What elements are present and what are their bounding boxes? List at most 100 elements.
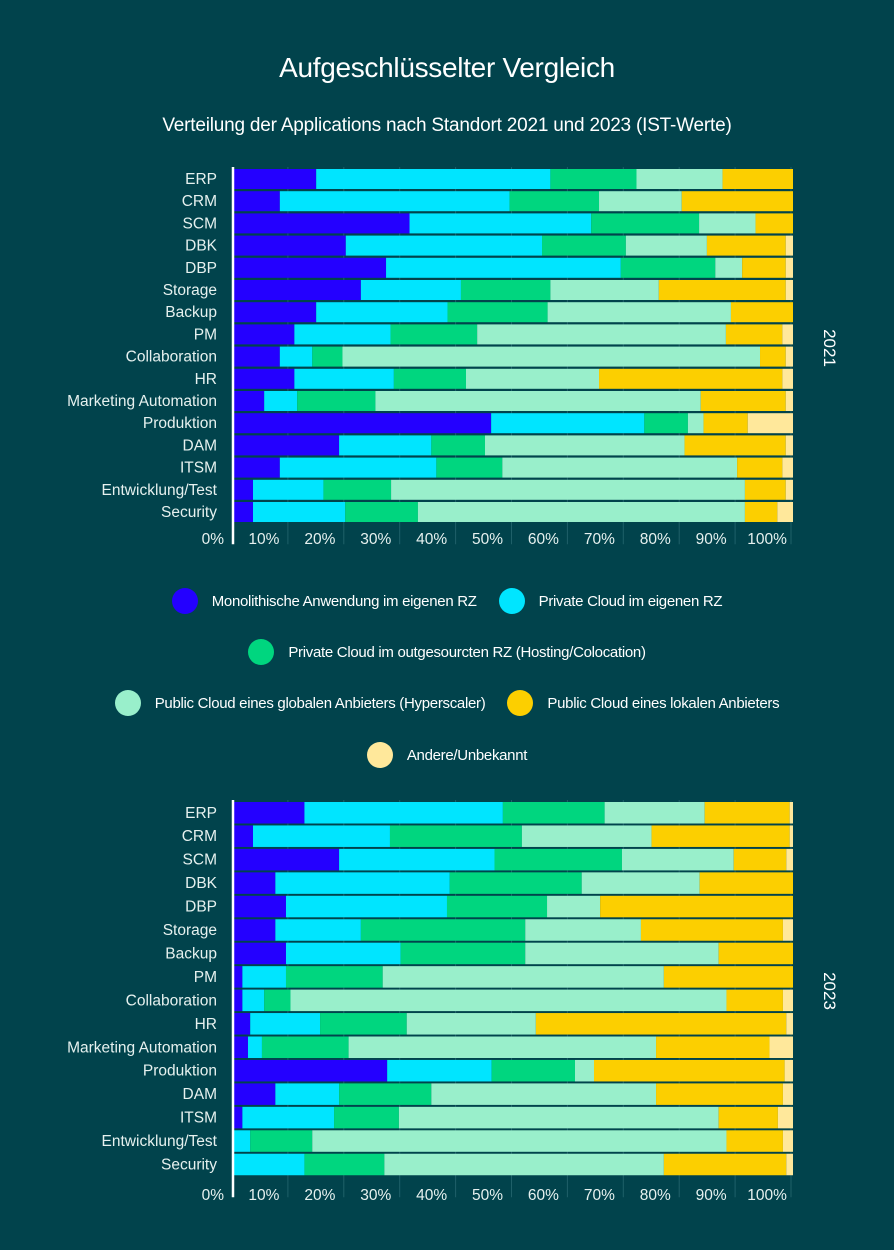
- category-label-security: Security: [161, 1157, 217, 1174]
- legend-row: Andere/Unbekannt: [0, 742, 894, 768]
- tick-label: 90%: [696, 531, 727, 548]
- category-label-itsm: ITSM: [180, 460, 217, 477]
- bar-segment-dbp-1: DBP – Private Cloud im eigenen RZ: 42%: [386, 257, 621, 278]
- bar-segment-entwicklung-test-5: Entwicklung/Test – Andere/Unbekannt: 1.8…: [782, 1130, 793, 1152]
- category-label-security: Security: [161, 504, 217, 521]
- bar-segment-dbp-2: DBP – Private Cloud im outgesourcten RZ …: [446, 895, 548, 918]
- bar-segment-backup-1: Backup – Private Cloud im eigenen RZ: 23…: [316, 302, 448, 323]
- bar-segment-dbk-5: DBK – Andere/Unbekannt: 1.3%: [785, 235, 793, 256]
- bar-segment-crm-0: CRM – Monolithische Anwendung im eigenen…: [234, 191, 280, 212]
- bar-segment-marketing-automation-5: Marketing Automation – Andere/Unbekannt:…: [785, 391, 793, 411]
- bar-segment-collaboration-4: Collaboration – Public Cloud eines lokal…: [726, 989, 783, 1012]
- bar-segment-pm-0: PM – Monolithische Anwendung im eigenen …: [234, 966, 243, 988]
- bar-segment-entwicklung-test-2: Entwicklung/Test – Private Cloud im outg…: [250, 1130, 313, 1152]
- bar-segment-dbk-0: DBK – Monolithische Anwendung im eigenen…: [234, 235, 346, 256]
- bar-segment-storage-4: Storage – Public Cloud eines lokalen Anb…: [658, 280, 786, 300]
- bar-segment-dam-4: DAM – Public Cloud eines lokalen Anbiete…: [656, 1083, 783, 1105]
- bar-segment-pm-2: PM – Private Cloud im outgesourcten RZ (…: [285, 966, 383, 988]
- bar-segment-erp-0: ERP – Monolithische Anwendung im eigenen…: [234, 169, 317, 189]
- bar-segment-erp-0: ERP – Monolithische Anwendung im eigenen…: [234, 802, 305, 824]
- tick-label: 100%: [747, 1187, 787, 1204]
- bar-segment-storage-1: Storage – Private Cloud im eigenen RZ: 1…: [275, 919, 361, 941]
- bar-segment-dam-1: DAM – Private Cloud im eigenen RZ: 16.5%: [339, 435, 432, 456]
- bar-segment-dam-3: DAM – Public Cloud eines globalen Anbiet…: [431, 1083, 657, 1105]
- bar-segment-produktion-3: Produktion – Public Cloud eines globalen…: [574, 1059, 594, 1082]
- bar-segment-hr-3: HR – Public Cloud eines globalen Anbiete…: [406, 1013, 536, 1035]
- bar-segment-produktion-5: Produktion – Andere/Unbekannt: 1.5%: [784, 1059, 793, 1082]
- bar-segment-erp-4: ERP – Public Cloud eines lokalen Anbiete…: [704, 802, 790, 824]
- bar-segment-dam-2: DAM – Private Cloud im outgesourcten RZ …: [431, 435, 485, 456]
- tick-label: 0%: [202, 531, 225, 548]
- bar-segment-dbk-2: DBK – Private Cloud im outgesourcten RZ …: [449, 872, 582, 894]
- bar-segment-hr-2: HR – Private Cloud im outgesourcten RZ (…: [320, 1013, 407, 1035]
- legend-item-public-cloud-eines-globalen-anbieters-hyperscaler: Public Cloud eines globalen Anbieters (H…: [114, 690, 486, 716]
- bar-segment-crm-5: CRM – Andere/Unbekannt: 0.6%: [789, 825, 793, 847]
- bar-segment-storage-4: Storage – Public Cloud eines lokalen Anb…: [640, 919, 783, 941]
- bar-segment-collaboration-4: Collaboration – Public Cloud eines lokal…: [760, 346, 786, 367]
- tick-label: 100%: [747, 531, 787, 548]
- bar-segment-itsm-3: ITSM – Public Cloud eines globalen Anbie…: [398, 1106, 719, 1129]
- tick-label: 40%: [416, 531, 447, 548]
- bar-segment-dam-1: DAM – Private Cloud im eigenen RZ: 11.4%: [275, 1083, 340, 1105]
- bar-segment-hr-0: HR – Monolithische Anwendung im eigenen …: [234, 1013, 251, 1035]
- bar-segment-marketing-automation-5: Marketing Automation – Andere/Unbekannt:…: [769, 1036, 793, 1058]
- bar-segment-collaboration-2: Collaboration – Private Cloud im outgeso…: [264, 989, 291, 1012]
- tick-label: 20%: [304, 1187, 335, 1204]
- bar-segment-storage-0: Storage – Monolithische Anwendung im eig…: [234, 919, 276, 941]
- legend-row: Monolithische Anwendung im eigenen RZ Pri…: [0, 588, 894, 614]
- bar-segment-itsm-5: ITSM – Andere/Unbekannt: 2.7%: [777, 1106, 793, 1129]
- bar-segment-erp-2: ERP – Private Cloud im outgesourcten RZ …: [550, 169, 637, 189]
- bar-segment-marketing-automation-1: Marketing Automation – Private Cloud im …: [247, 1036, 262, 1058]
- bar-segment-crm-3: CRM – Public Cloud eines globalen Anbiet…: [521, 825, 652, 847]
- category-label-entwicklung-test: Entwicklung/Test: [102, 1133, 218, 1150]
- legend-label: Andere/Unbekannt: [406, 746, 528, 764]
- bar-segment-security-2: Security – Private Cloud im outgesourcte…: [304, 1153, 385, 1176]
- bar-segment-hr-1: HR – Private Cloud im eigenen RZ: 17.8%: [294, 368, 394, 389]
- bar-segment-marketing-automation-1: Marketing Automation – Private Cloud im …: [264, 391, 298, 411]
- legend-label: Public Cloud eines globalen Anbieters (H…: [154, 694, 486, 712]
- category-label-produktion: Produktion: [143, 1063, 217, 1080]
- bar-segment-erp-3: ERP – Public Cloud eines globalen Anbiet…: [636, 169, 723, 189]
- tick-label: 50%: [472, 531, 503, 548]
- bar-segment-security-3: Security – Public Cloud eines globalen A…: [417, 502, 745, 522]
- bar-segment-dam-4: DAM – Public Cloud eines lokalen Anbiete…: [684, 435, 786, 456]
- bar-segment-dbk-4: DBK – Public Cloud eines lokalen Anbiete…: [706, 235, 786, 256]
- category-label-erp: ERP: [185, 805, 217, 822]
- legend-item-private-cloud-im-outgesourcten-rz-hosting-colocation: Private Cloud im outgesourcten RZ (Hosti…: [248, 639, 646, 665]
- bar-segment-itsm-0: ITSM – Monolithische Anwendung im eigene…: [234, 457, 280, 478]
- bar-segment-backup-0: Backup – Monolithische Anwendung im eige…: [234, 942, 286, 965]
- tick-label: 10%: [248, 531, 279, 548]
- tick-label: 80%: [640, 531, 671, 548]
- legend-row: Public Cloud eines globalen Anbieters (H…: [0, 690, 894, 716]
- bar-segment-pm-0: PM – Monolithische Anwendung im eigenen …: [234, 324, 295, 345]
- bar-segment-erp-5: ERP – Andere/Unbekannt: 0.6%: [789, 802, 793, 824]
- bar-segment-crm-4: CRM – Public Cloud eines lokalen Anbiete…: [681, 191, 793, 212]
- bar-segment-dam-0: DAM – Monolithische Anwendung im eigenen…: [234, 435, 340, 456]
- category-label-pm: PM: [194, 326, 217, 343]
- tick-label: 10%: [248, 1187, 279, 1204]
- bar-segment-security-5: Security – Andere/Unbekannt: 2.8%: [777, 502, 793, 522]
- bar-segment-hr-0: HR – Monolithische Anwendung im eigenen …: [234, 368, 295, 389]
- category-label-dbp: DBP: [185, 899, 217, 916]
- bar-segment-crm-4: CRM – Public Cloud eines lokalen Anbiete…: [651, 825, 790, 847]
- bar-segment-itsm-4: ITSM – Public Cloud eines lokalen Anbiet…: [737, 457, 783, 478]
- bar-segment-pm-3: PM – Public Cloud eines globalen Anbiete…: [477, 324, 726, 345]
- legend-item-andere-unbekannt: Andere/Unbekannt: [366, 742, 528, 768]
- bar-segment-scm-3: SCM – Public Cloud eines globalen Anbiet…: [699, 213, 756, 234]
- bar-segment-produktion-0: Produktion – Monolithische Anwendung im …: [234, 1059, 388, 1082]
- bar-segment-marketing-automation-3: Marketing Automation – Public Cloud eine…: [375, 391, 701, 411]
- bar-segment-crm-0: CRM – Monolithische Anwendung im eigenen…: [234, 825, 254, 847]
- bar-segment-entwicklung-test-2: Entwicklung/Test – Private Cloud im outg…: [323, 479, 392, 500]
- bar-segment-collaboration-2: Collaboration – Private Cloud im outgeso…: [312, 346, 343, 367]
- category-label-backup: Backup: [165, 304, 217, 321]
- bar-segment-erp-4: ERP – Public Cloud eines lokalen Anbiete…: [722, 169, 793, 189]
- category-label-storage: Storage: [163, 922, 217, 939]
- bar-segment-crm-3: CRM – Public Cloud eines globalen Anbiet…: [599, 191, 682, 212]
- bar-segment-erp-3: ERP – Public Cloud eines globalen Anbiet…: [604, 802, 705, 824]
- category-label-marketing-automation: Marketing Automation: [67, 393, 217, 410]
- bar-segment-scm-1: SCM – Private Cloud im eigenen RZ: 32.5%: [409, 213, 592, 234]
- bar-segment-storage-2: Storage – Private Cloud im outgesourcten…: [360, 919, 526, 941]
- bar-segment-storage-2: Storage – Private Cloud im outgesourcten…: [460, 280, 551, 300]
- bar-segment-pm-1: PM – Private Cloud im eigenen RZ: 17.2%: [294, 324, 391, 345]
- category-label-produktion: Produktion: [143, 415, 217, 432]
